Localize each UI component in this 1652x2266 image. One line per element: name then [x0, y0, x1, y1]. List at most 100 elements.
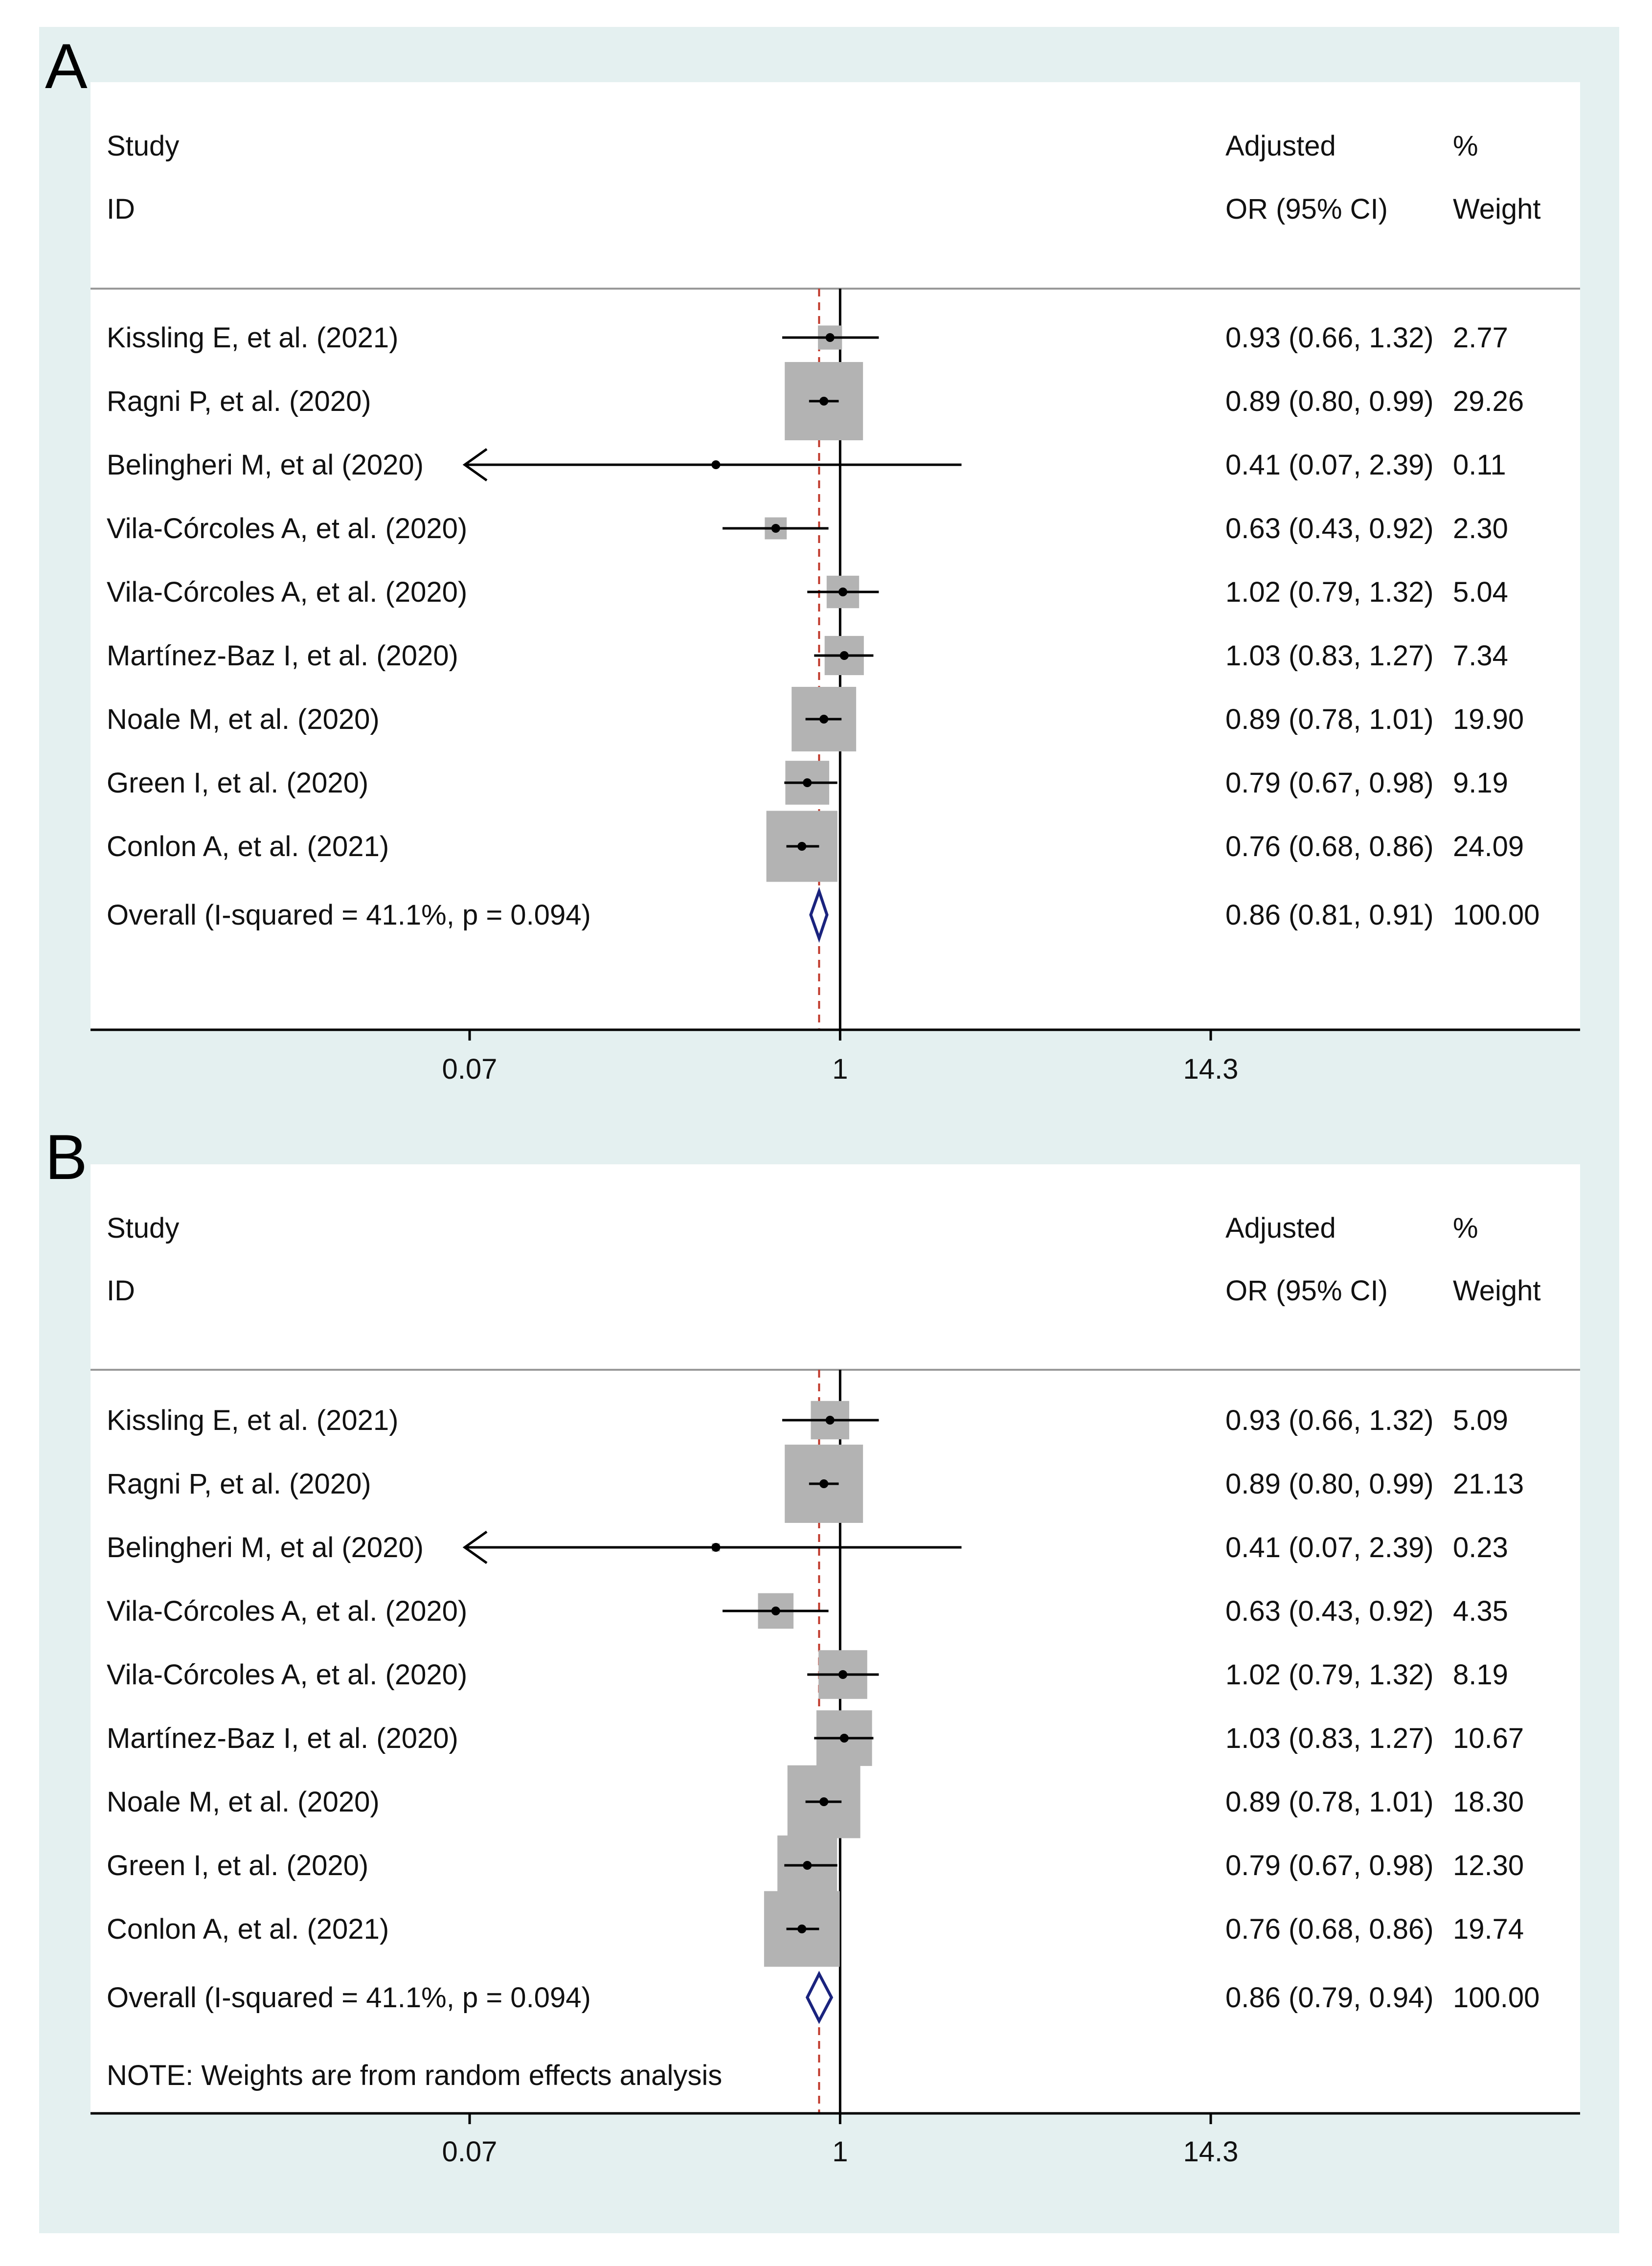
study-weight: 5.09 [1453, 1405, 1508, 1436]
ci-arrow [462, 1530, 488, 1564]
overall-weight: 100.00 [1453, 1982, 1539, 2014]
study-estimate: 0.89 (0.78, 1.01) [1225, 1786, 1434, 1818]
overall-estimate: 0.86 (0.79, 0.94) [1225, 1982, 1434, 2014]
study-label: Kissling E, et al. (2021) [107, 1405, 398, 1436]
point-estimate [803, 1861, 812, 1870]
study-weight: 10.67 [1453, 1722, 1524, 1754]
study-weight: 0.11 [1453, 449, 1506, 481]
study-estimate: 0.89 (0.80, 0.99) [1225, 1468, 1434, 1500]
overall-weight: 100.00 [1453, 899, 1539, 931]
point-estimate [838, 588, 847, 596]
study-weight: 5.04 [1453, 576, 1508, 608]
study-label: Green I, et al. (2020) [107, 767, 368, 799]
header-adjusted: Adjusted [1225, 130, 1336, 162]
x-tick-label: 0.07 [442, 1053, 498, 1085]
study-label: Green I, et al. (2020) [107, 1850, 368, 1881]
x-tick-label: 1 [832, 1053, 848, 1085]
overall-label: Overall (I-squared = 41.1%, p = 0.094) [107, 899, 591, 931]
study-weight: 7.34 [1453, 640, 1508, 672]
study-estimate: 1.03 (0.83, 1.27) [1225, 640, 1434, 672]
header-or-ci: OR (95% CI) [1225, 1275, 1388, 1307]
weights-note: NOTE: Weights are from random effects an… [107, 2060, 722, 2091]
point-estimate [711, 1543, 721, 1552]
study-weight: 29.26 [1453, 385, 1524, 417]
header-id: ID [107, 193, 135, 225]
study-label: Vila-Córcoles A, et al. (2020) [107, 513, 467, 544]
study-weight: 2.77 [1453, 322, 1508, 354]
study-label: Noale M, et al. (2020) [107, 703, 380, 735]
point-estimate [819, 1797, 829, 1806]
header-percent: % [1453, 1212, 1478, 1244]
study-estimate: 0.89 (0.78, 1.01) [1225, 703, 1434, 735]
header-id: ID [107, 1275, 135, 1307]
study-label: Belingheri M, et al (2020) [107, 449, 424, 481]
study-weight: 24.09 [1453, 831, 1524, 862]
point-estimate [803, 778, 812, 787]
study-estimate: 0.63 (0.43, 0.92) [1225, 1595, 1434, 1627]
study-estimate: 0.79 (0.67, 0.98) [1225, 1850, 1434, 1881]
point-estimate [819, 1479, 829, 1488]
study-estimate: 0.89 (0.80, 0.99) [1225, 385, 1434, 417]
x-tick-label: 1 [832, 2136, 848, 2168]
study-label: Vila-Córcoles A, et al. (2020) [107, 576, 467, 608]
header-weight: Weight [1453, 193, 1540, 225]
point-estimate [771, 524, 780, 533]
study-label: Ragni P, et al. (2020) [107, 1468, 371, 1500]
study-label: Martínez-Baz I, et al. (2020) [107, 1722, 458, 1754]
point-estimate [819, 715, 829, 724]
study-estimate: 0.63 (0.43, 0.92) [1225, 513, 1434, 544]
plot-area [91, 1164, 1580, 2113]
panel-b-letter: B [45, 1121, 88, 1193]
point-estimate [797, 1925, 807, 1933]
forest-panel-a: Study ID Adjusted OR (95% CI)% Weight Kisslin… [91, 82, 1580, 1085]
header-percent: % [1453, 130, 1478, 162]
study-label: Conlon A, et al. (2021) [107, 1913, 389, 1945]
header-or-ci: OR (95% CI) [1225, 193, 1388, 225]
point-estimate [825, 333, 835, 342]
study-weight: 19.74 [1453, 1913, 1524, 1945]
point-estimate [819, 397, 829, 406]
point-estimate [839, 651, 849, 660]
study-weight: 8.19 [1453, 1659, 1508, 1691]
study-weight: 19.90 [1453, 703, 1524, 735]
study-label: Belingheri M, et al (2020) [107, 1532, 424, 1564]
study-estimate: 1.02 (0.79, 1.32) [1225, 1659, 1434, 1691]
study-estimate: 0.41 (0.07, 2.39) [1225, 449, 1434, 481]
study-weight: 21.13 [1453, 1468, 1524, 1500]
study-weight: 9.19 [1453, 767, 1508, 799]
study-weight: 2.30 [1453, 513, 1508, 544]
forest-panel-b: Study ID Adjusted OR (95% CI)% Weight Kisslin… [91, 1164, 1580, 2168]
study-weight: 12.30 [1453, 1850, 1524, 1881]
study-weight: 4.35 [1453, 1595, 1508, 1627]
study-estimate: 0.79 (0.67, 0.98) [1225, 767, 1434, 799]
point-estimate [839, 1734, 849, 1743]
study-label: Vila-Córcoles A, et al. (2020) [107, 1595, 467, 1627]
point-estimate [771, 1607, 780, 1615]
study-label: Ragni P, et al. (2020) [107, 385, 371, 417]
header-study: Study [107, 130, 179, 162]
panel-a-letter: A [45, 30, 88, 102]
study-estimate: 1.02 (0.79, 1.32) [1225, 576, 1434, 608]
x-tick-label: 14.3 [1183, 1053, 1239, 1085]
study-label: Vila-Córcoles A, et al. (2020) [107, 1659, 467, 1691]
study-label: Noale M, et al. (2020) [107, 1786, 380, 1818]
study-estimate: 1.03 (0.83, 1.27) [1225, 1722, 1434, 1754]
overall-estimate: 0.86 (0.81, 0.91) [1225, 899, 1434, 931]
study-estimate: 0.76 (0.68, 0.86) [1225, 1913, 1434, 1945]
study-label: Conlon A, et al. (2021) [107, 831, 389, 862]
study-label: Kissling E, et al. (2021) [107, 322, 398, 354]
point-estimate [838, 1670, 847, 1679]
point-estimate [825, 1416, 835, 1425]
study-label: Martínez-Baz I, et al. (2020) [107, 640, 458, 672]
header-study: Study [107, 1212, 179, 1244]
study-estimate: 0.76 (0.68, 0.86) [1225, 831, 1434, 862]
study-estimate: 0.93 (0.66, 1.32) [1225, 322, 1434, 354]
overall-diamond [809, 886, 829, 943]
x-tick-label: 14.3 [1183, 2136, 1239, 2168]
study-weight: 18.30 [1453, 1786, 1524, 1818]
x-tick-label: 0.07 [442, 2136, 498, 2168]
study-weight: 0.23 [1453, 1532, 1508, 1564]
overall-label: Overall (I-squared = 41.1%, p = 0.094) [107, 1982, 591, 2014]
